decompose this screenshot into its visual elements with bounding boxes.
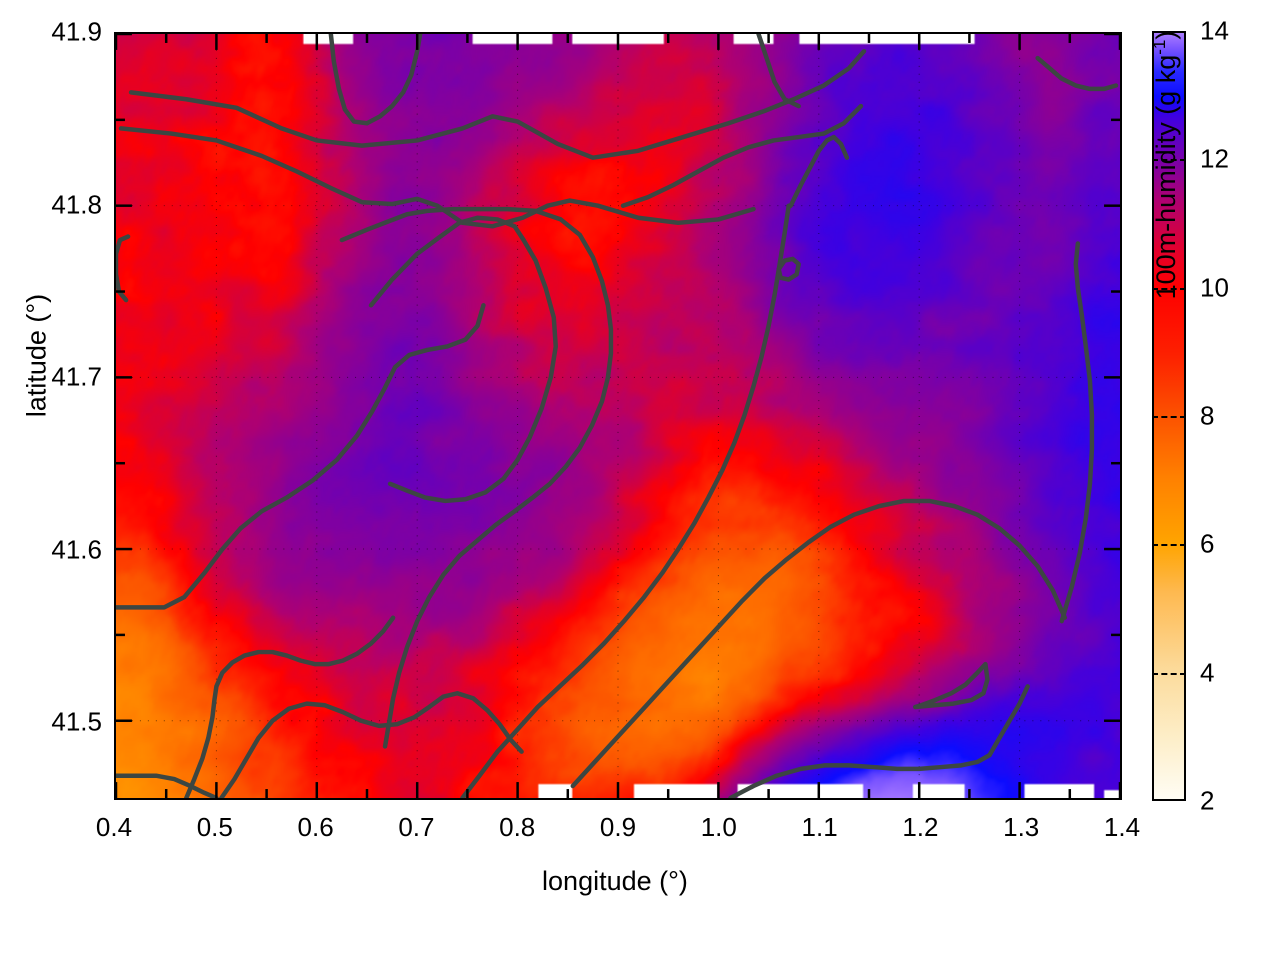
colorbar-tick-label: 2 (1200, 785, 1215, 816)
x-tick-label: 0.9 (599, 812, 637, 842)
axis-tickmarks (116, 34, 1120, 798)
colorbar-tick (1152, 416, 1186, 418)
x-tick-label: 1.2 (902, 812, 939, 842)
x-tick-label: 0.7 (398, 812, 435, 842)
x-axis-title: longitude (°) (542, 866, 688, 896)
colorbar-tick-label: 14 (1200, 15, 1229, 46)
colorbar-tick-label: 8 (1200, 400, 1215, 431)
x-tick-label: 0.5 (196, 812, 233, 842)
x-tick-label: 0.6 (297, 812, 334, 842)
colorbar: 2 4 6 8 10 12 14 (1152, 16, 1229, 816)
y-tick-label: 41.7 (51, 361, 102, 392)
colorbar-tick-label: 4 (1200, 657, 1215, 688)
x-tick-label: 0.8 (499, 812, 536, 842)
colorbar-tick-label: 12 (1200, 143, 1229, 174)
colorbar-tick-label: 6 (1200, 528, 1215, 559)
colorbar-title: 100m-humidity (g kg-1) (1150, 0, 1182, 400)
y-tick-label: 41.6 (51, 534, 102, 565)
x-tick-label: 1.0 (700, 812, 737, 842)
gridlines (116, 34, 1120, 798)
x-tick-label: 1.3 (1003, 812, 1040, 842)
contour-lines (116, 34, 1119, 798)
colorbar-tick (1152, 287, 1186, 290)
colorbar-tick (1152, 544, 1186, 547)
y-tick-label: 41.9 (51, 16, 102, 47)
colorbar-tick (1152, 672, 1186, 675)
colorbar-title-exponent: -1 (1150, 39, 1169, 55)
plot-area (114, 32, 1122, 800)
x-tick-label: 1.1 (801, 812, 838, 842)
x-tick-label: 0.4 (95, 812, 133, 842)
x-tick-label: 1.4 (1103, 812, 1141, 842)
y-tick-label: 41.8 (51, 189, 102, 220)
colorbar-tick-label: 10 (1200, 272, 1229, 303)
colorbar-title-text: 100m-humidity (g kg (1151, 54, 1181, 300)
colorbar-tick (1152, 159, 1186, 162)
y-axis-title: latitude (°) (21, 293, 52, 418)
colorbar-title-suffix: ) (1151, 30, 1181, 40)
y-tick-label: 41.5 (51, 706, 102, 737)
